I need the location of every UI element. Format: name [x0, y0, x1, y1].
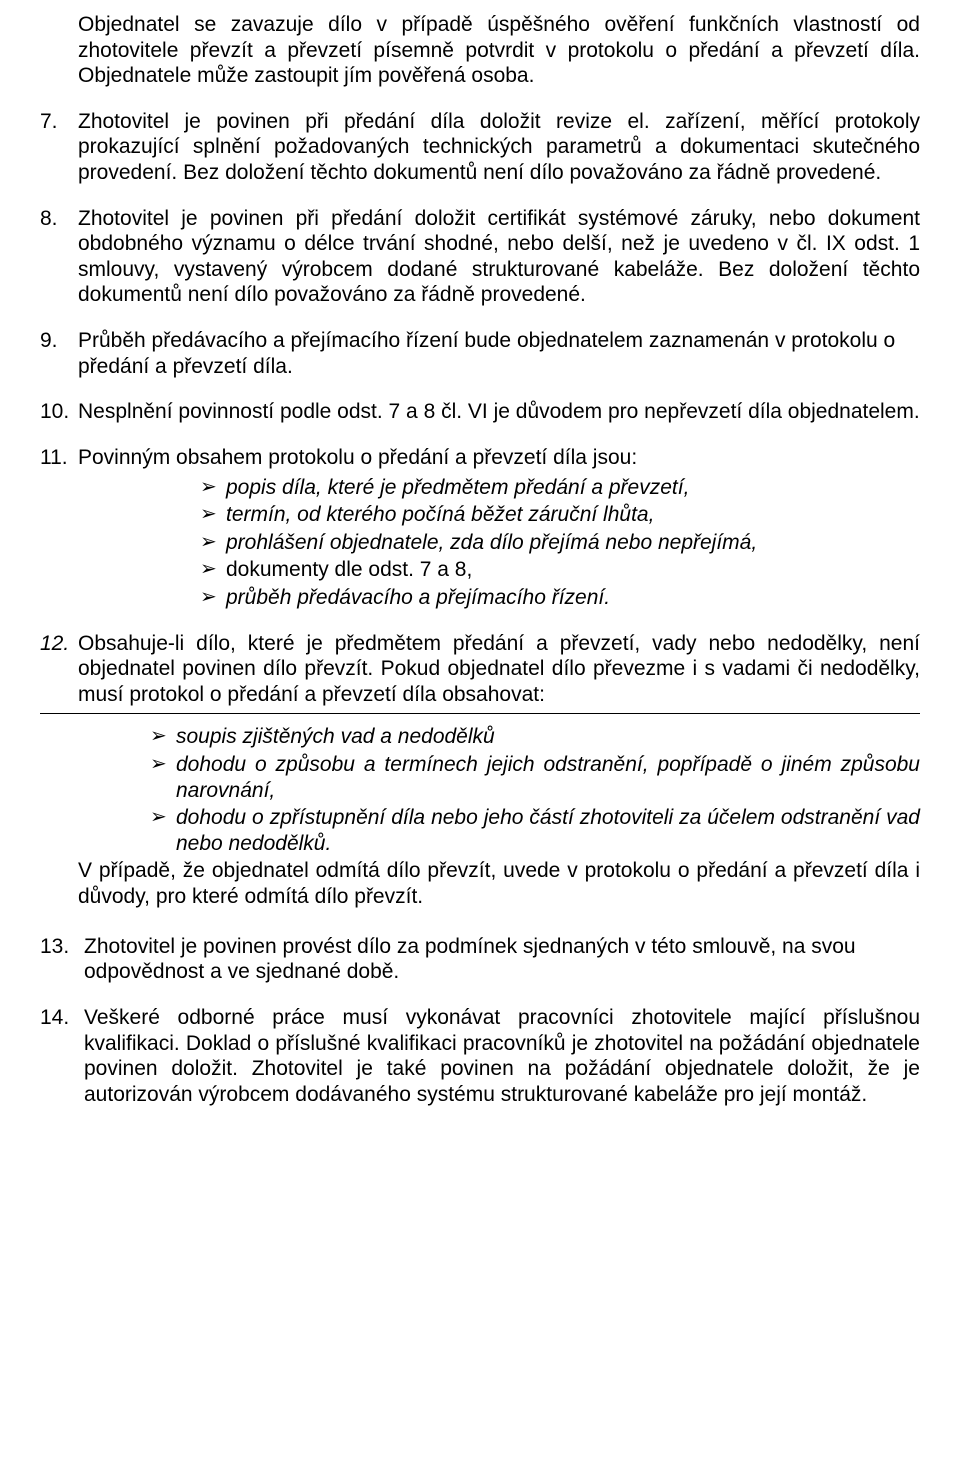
bullet-item: ➢ dokumenty dle odst. 7 a 8,: [200, 557, 920, 583]
bullet-item: ➢ dohodu o způsobu a termínech jejich od…: [150, 752, 920, 803]
document-page: Objednatel se zavazuje dílo v případě ús…: [0, 0, 960, 1147]
item-body: Zhotovitel je povinen při předání doloži…: [78, 206, 920, 308]
item-number: 8.: [40, 206, 78, 308]
item-body: Průběh předávacího a přejímacího řízení …: [78, 328, 920, 379]
item-number: 13.: [40, 934, 84, 985]
item-body: Obsahuje-li dílo, které je předmětem pře…: [78, 631, 920, 708]
bullet-item: ➢ termín, od kterého počíná běžet záručn…: [200, 502, 920, 528]
bullet-text: dokumenty dle odst. 7 a 8,: [226, 557, 920, 583]
bullet-item: ➢ soupis zjištěných vad a nedodělků: [150, 724, 920, 750]
list-item-13: 13. Zhotovitel je povinen provést dílo z…: [40, 934, 920, 985]
bullet-text: dohodu o způsobu a termínech jejich odst…: [176, 752, 920, 803]
bullet-list: ➢ popis díla, které je předmětem předání…: [40, 475, 920, 611]
bullet-item: ➢ průběh předávacího a přejímacího řízen…: [200, 585, 920, 611]
bullet-text: průběh předávacího a přejímacího řízení.: [226, 585, 920, 611]
item-body: Veškeré odborné práce musí vykonávat pra…: [84, 1005, 920, 1107]
bullet-list: ➢ soupis zjištěných vad a nedodělků ➢ do…: [40, 724, 920, 856]
item-after-text: V případě, že objednatel odmítá dílo pře…: [40, 858, 920, 909]
arrow-icon: ➢: [150, 752, 176, 776]
arrow-icon: ➢: [200, 475, 226, 499]
list-item-12: 12. Obsahuje-li dílo, které je předmětem…: [40, 631, 920, 910]
item-number: 9.: [40, 328, 78, 379]
arrow-icon: ➢: [200, 557, 226, 581]
item-number: 10.: [40, 399, 78, 425]
list-item-10: 10. Nesplnění povinností podle odst. 7 a…: [40, 399, 920, 425]
list-item-7: 7. Zhotovitel je povinen při předání díl…: [40, 109, 920, 186]
bullet-item: ➢ dohodu o zpřístupnění díla nebo jeho č…: [150, 805, 920, 856]
item-number: 14.: [40, 1005, 84, 1107]
bullet-item: ➢ popis díla, které je předmětem předání…: [200, 475, 920, 501]
list-item-14: 14. Veškeré odborné práce musí vykonávat…: [40, 1005, 920, 1107]
para-continuation: Objednatel se zavazuje dílo v případě ús…: [40, 12, 920, 89]
item-number: 7.: [40, 109, 78, 186]
item-body: Zhotovitel je povinen při předání díla d…: [78, 109, 920, 186]
list-item-8: 8. Zhotovitel je povinen při předání dol…: [40, 206, 920, 308]
list-item-11: 11. Povinným obsahem protokolu o předání…: [40, 445, 920, 611]
bullet-text: soupis zjištěných vad a nedodělků: [176, 724, 920, 750]
item-number: 12.: [40, 631, 78, 708]
item-number: 11.: [40, 445, 78, 471]
item-body: Zhotovitel je povinen provést dílo za po…: [84, 934, 920, 985]
bullet-text: prohlášení objednatele, zda dílo přejímá…: [226, 530, 920, 556]
bullet-text: popis díla, které je předmětem předání a…: [226, 475, 920, 501]
arrow-icon: ➢: [200, 502, 226, 526]
arrow-icon: ➢: [150, 724, 176, 748]
item-body: Povinným obsahem protokolu o předání a p…: [78, 445, 920, 471]
item-body: Nesplnění povinností podle odst. 7 a 8 č…: [78, 399, 920, 425]
horizontal-rule: [40, 713, 920, 714]
bullet-text: dohodu o zpřístupnění díla nebo jeho čás…: [176, 805, 920, 856]
list-item-9: 9. Průběh předávacího a přejímacího říze…: [40, 328, 920, 379]
bullet-text: termín, od kterého počíná běžet záruční …: [226, 502, 920, 528]
arrow-icon: ➢: [150, 805, 176, 829]
arrow-icon: ➢: [200, 585, 226, 609]
arrow-icon: ➢: [200, 530, 226, 554]
bullet-item: ➢ prohlášení objednatele, zda dílo přejí…: [200, 530, 920, 556]
